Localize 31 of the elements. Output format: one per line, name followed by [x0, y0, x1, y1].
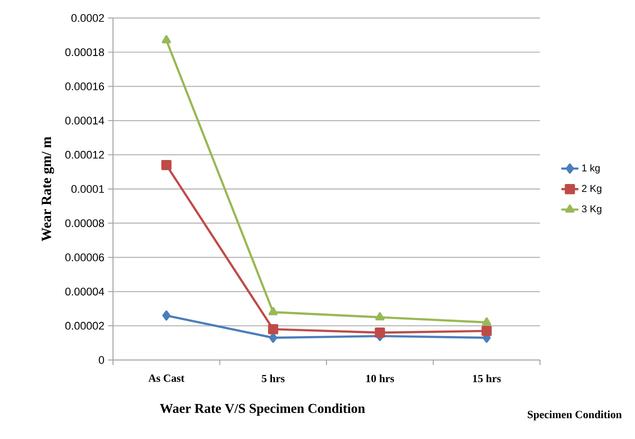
- x-tick-label: 10 hrs: [366, 374, 394, 382]
- y-tick-label: 0.00002: [65, 322, 104, 330]
- x-tick-label: 15 hrs: [473, 374, 501, 382]
- point: [268, 324, 278, 334]
- y-tick-label: 0.0002: [71, 14, 104, 22]
- point: [482, 317, 492, 326]
- x-tick-label: As Cast: [148, 374, 184, 382]
- legend-label: 2 Kg: [582, 184, 602, 194]
- y-tick-label: 0: [98, 356, 104, 364]
- y-tick-label: 0.00012: [65, 150, 104, 159]
- legend-label: 3 Kg: [582, 205, 602, 214]
- y-tick-label: 0.00006: [65, 254, 104, 262]
- point: [162, 35, 171, 44]
- y-tick-label: 0.00004: [65, 288, 104, 296]
- point: [482, 326, 492, 336]
- point: [374, 328, 385, 338]
- y-tick-label: 0.00018: [65, 48, 104, 56]
- legend-label: 1 kg: [582, 164, 600, 174]
- point: [375, 312, 384, 320]
- y-tick-label: 0.00016: [65, 82, 104, 90]
- point: [269, 332, 278, 343]
- x-tick-label: 5 hrs: [262, 374, 285, 382]
- text: Specimen Condition: [528, 410, 622, 420]
- point: [161, 160, 172, 170]
- point: [162, 310, 170, 321]
- y-axis-title: Wear Rate gm/ m: [42, 136, 54, 242]
- x-axis-title: Waer Rate V/S Specimen Condition: [160, 404, 365, 416]
- y-tick-label: 0.00008: [65, 219, 104, 228]
- y-tick-label: 0.00014: [65, 116, 104, 124]
- point: [268, 307, 278, 316]
- y-tick-label: 0.0001: [71, 185, 104, 193]
